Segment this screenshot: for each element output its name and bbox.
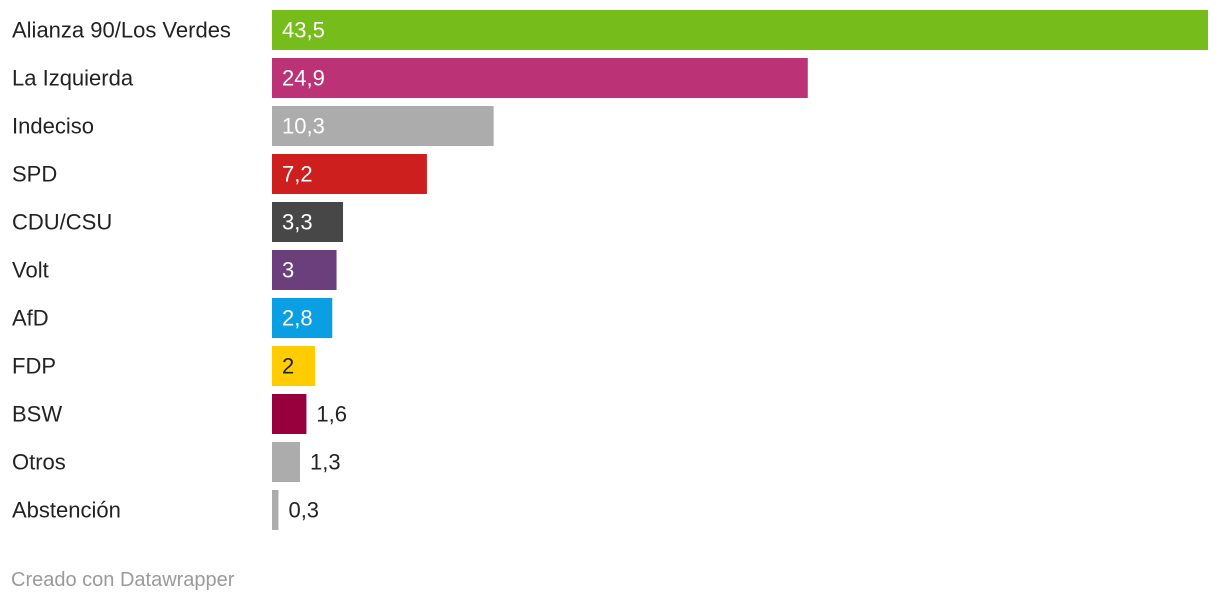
bar-row: Volt 3	[12, 250, 337, 290]
value-label: 3,3	[282, 210, 313, 235]
bar-row: AfD 2,8	[12, 298, 333, 338]
bar-row: Indeciso 10,3	[12, 106, 494, 146]
value-label: 7,2	[282, 162, 313, 187]
value-label: 0,3	[288, 498, 319, 523]
value-label: 2,8	[282, 306, 313, 331]
bar	[272, 490, 279, 530]
value-label: 1,3	[310, 450, 341, 475]
value-label: 3	[282, 258, 294, 283]
category-label: SPD	[12, 162, 57, 187]
bar-row: La Izquierda 24,9	[12, 58, 808, 98]
category-label: Abstención	[12, 498, 121, 523]
value-label: 43,5	[282, 18, 325, 43]
credit-footer[interactable]: Creado con Datawrapper	[11, 569, 235, 591]
category-label: Otros	[12, 450, 66, 475]
bar-row: FDP 2	[12, 346, 316, 386]
bar-row: CDU/CSU 3,3	[12, 202, 344, 242]
value-label: 1,6	[316, 402, 347, 427]
category-label: BSW	[12, 402, 62, 427]
value-label: 2	[282, 354, 294, 379]
value-label: 24,9	[282, 66, 325, 91]
category-label: Alianza 90/Los Verdes	[12, 18, 231, 43]
bar	[272, 250, 337, 290]
category-label: FDP	[12, 354, 56, 379]
category-label: Volt	[12, 258, 49, 283]
bar-row: Otros 1,3	[12, 442, 341, 482]
bar	[272, 394, 307, 434]
bar-row: BSW 1,6	[12, 394, 347, 434]
bar-row: Abstención 0,3	[12, 490, 319, 530]
bar-row: Alianza 90/Los Verdes 43,5	[12, 10, 1208, 50]
bar-row: SPD 7,2	[12, 154, 427, 194]
bar	[272, 202, 344, 242]
category-label: Indeciso	[12, 114, 94, 139]
value-label: 10,3	[282, 114, 325, 139]
bar	[272, 106, 494, 146]
category-label: CDU/CSU	[12, 210, 112, 235]
bar	[272, 10, 1208, 50]
bar	[272, 154, 427, 194]
category-label: AfD	[12, 306, 49, 331]
bar	[272, 58, 808, 98]
bar	[272, 442, 300, 482]
bar	[272, 346, 316, 386]
bar	[272, 298, 333, 338]
category-label: La Izquierda	[12, 66, 134, 91]
